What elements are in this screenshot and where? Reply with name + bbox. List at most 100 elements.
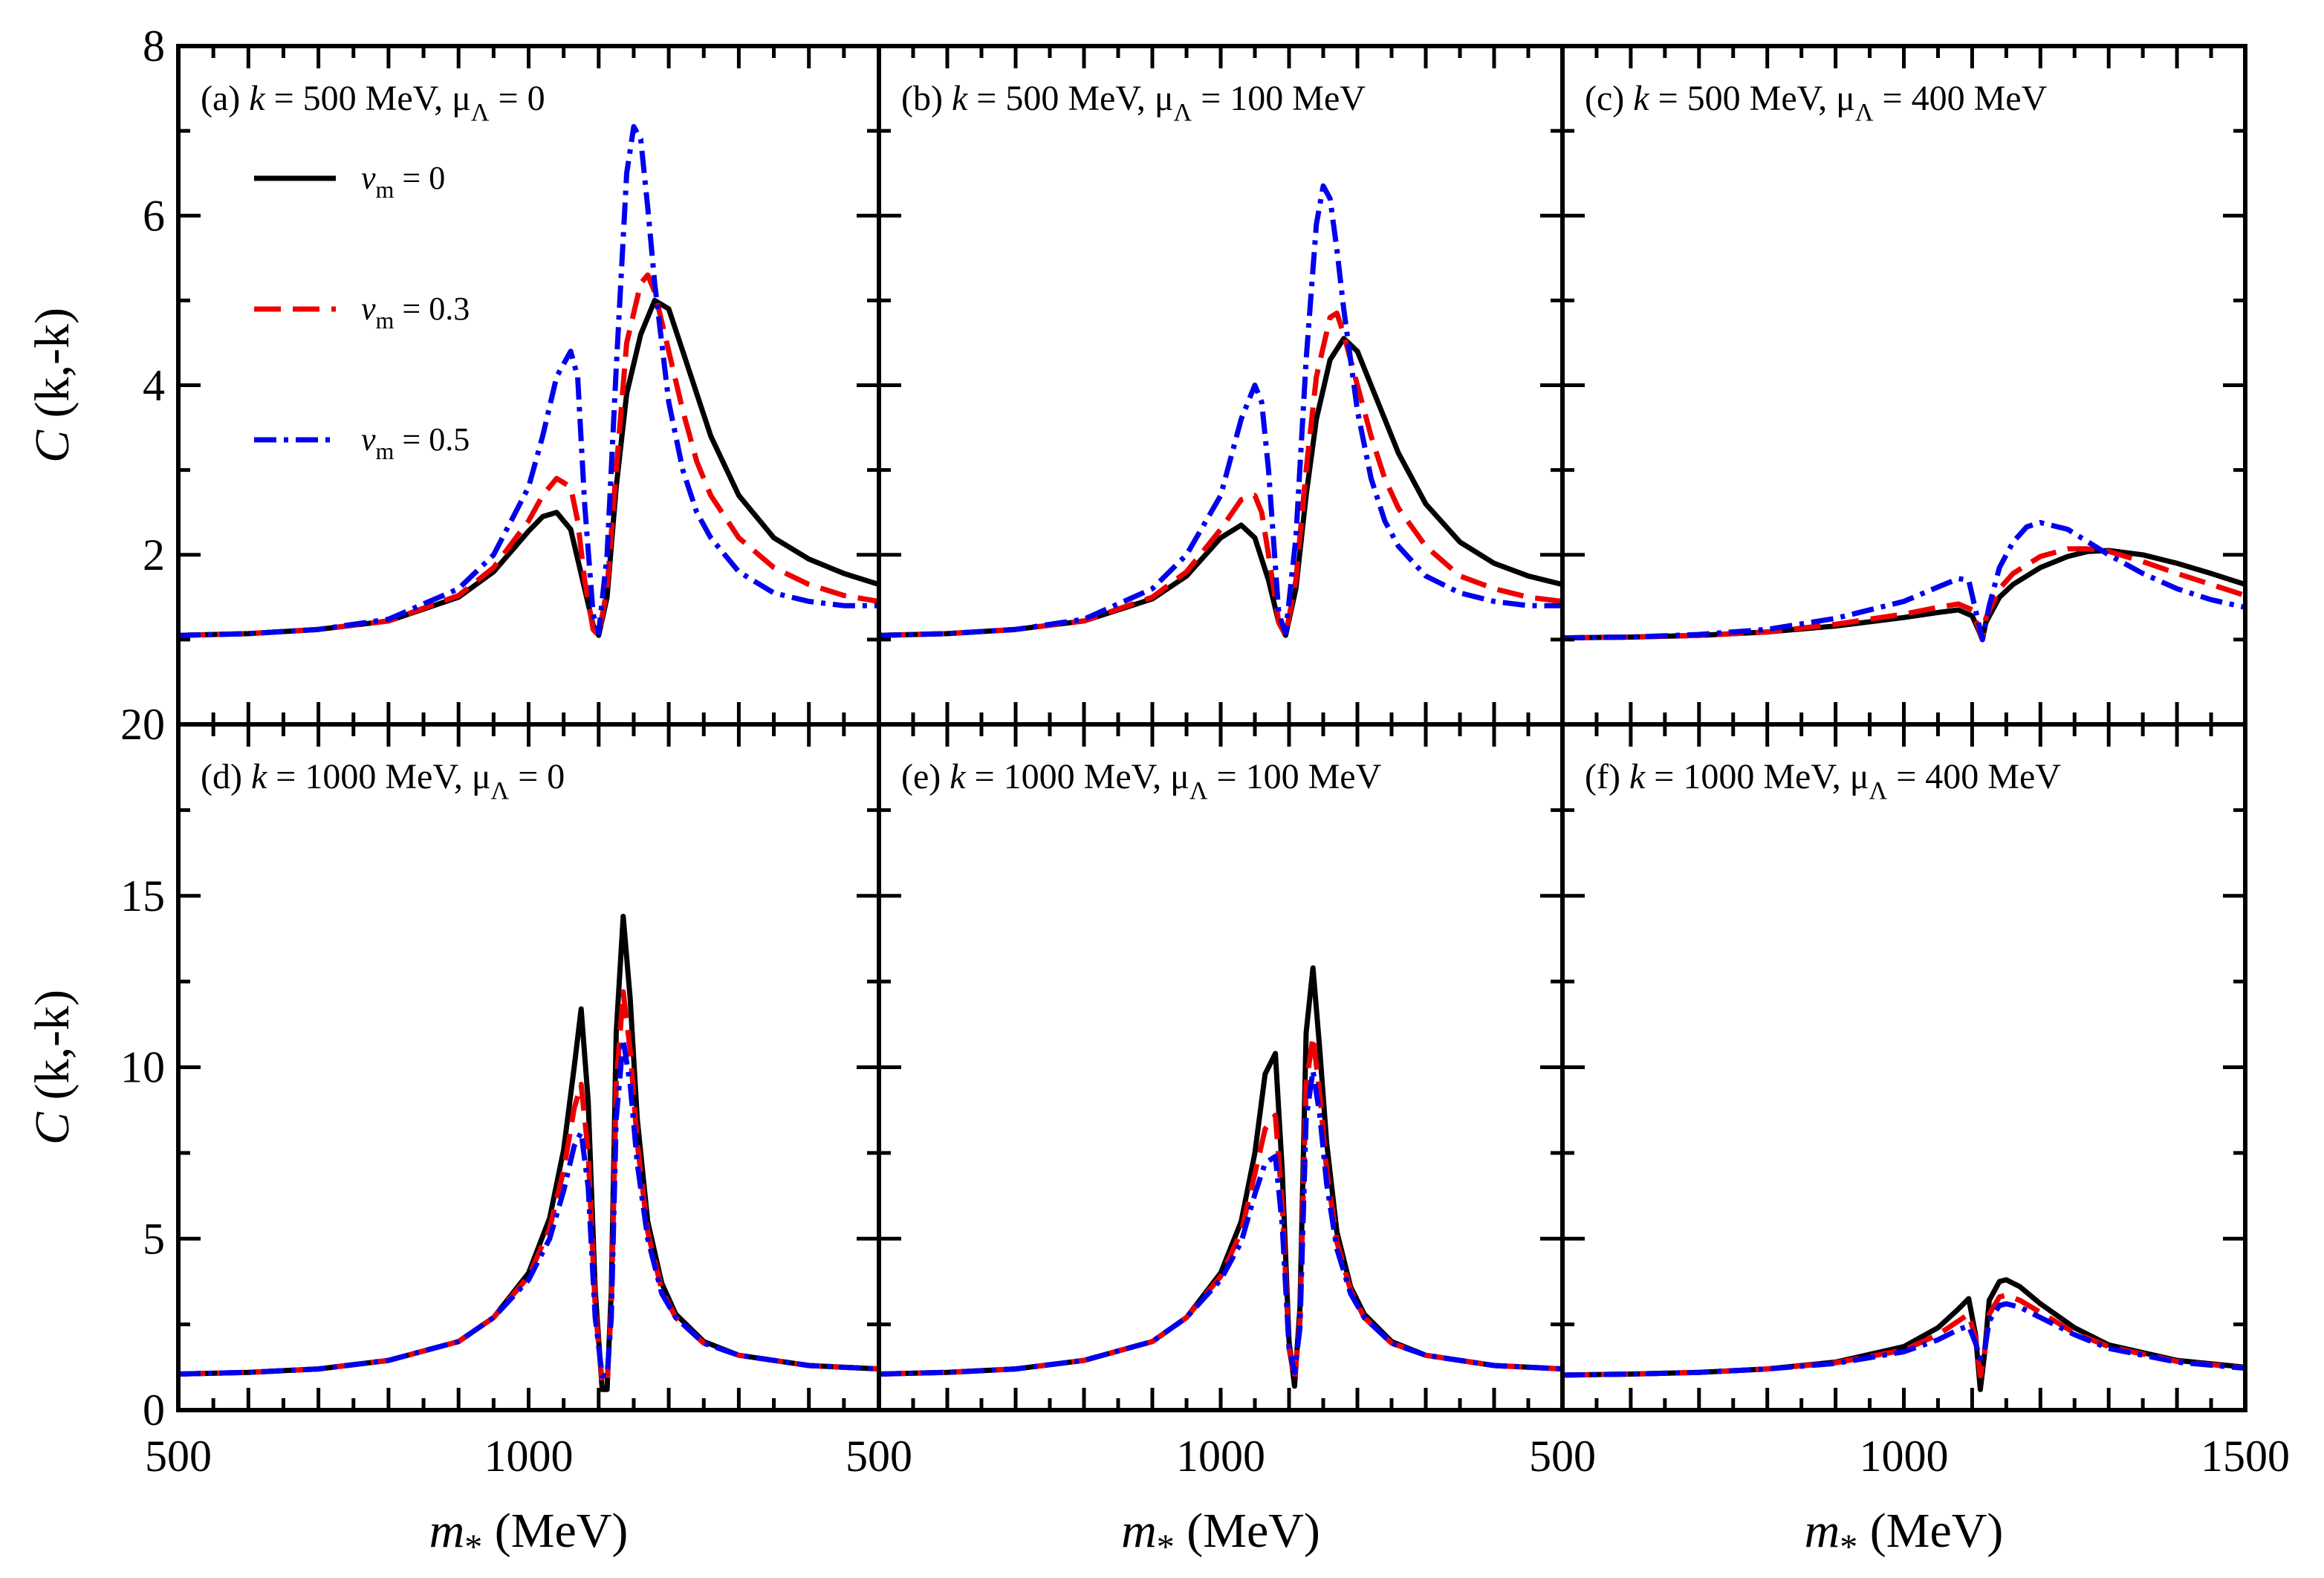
x-axis-sub: * <box>1840 1527 1857 1567</box>
x-axis-sub: * <box>1157 1527 1175 1567</box>
legend-label-1: vm = 0 <box>361 160 445 203</box>
x-axis-sub: * <box>464 1527 482 1567</box>
panel-d: (d) k = 1000 MeV, μΛ = 0 <box>176 722 881 1412</box>
panel-title-k-value: = 1000 MeV, <box>1645 757 1850 796</box>
panel-title-b: (b) k = 500 MeV, μΛ = 100 MeV <box>901 79 1366 126</box>
legend-var: v <box>361 160 376 196</box>
series-line-b-3 <box>879 183 1562 638</box>
panel-f: (f) k = 1000 MeV, μΛ = 400 MeV <box>1560 722 2247 1412</box>
panel-title-mu-value: = 0 <box>509 757 565 796</box>
panel-title-mu-value: = 100 MeV <box>1208 757 1382 796</box>
x-tick-label: 500 <box>145 1432 212 1481</box>
x-tick-label: 500 <box>1529 1432 1596 1481</box>
panel-title-d: (d) k = 1000 MeV, μΛ = 0 <box>201 757 565 805</box>
panel-title-k: k <box>1629 757 1646 796</box>
y-tick-label: 5 <box>143 1214 165 1263</box>
series-line-d-3 <box>178 1037 879 1379</box>
x-tick-labels: 500 1000 500 1000 500 1000 1500 <box>145 1432 2290 1481</box>
y-tick-label: 10 <box>120 1043 165 1092</box>
panel-title-prefix: (e) <box>901 757 950 796</box>
series-line-a-3 <box>178 123 879 638</box>
panel-title-prefix: (d) <box>201 757 251 796</box>
panel-a: (a) k = 500 MeV, μΛ = 0 <box>176 44 881 727</box>
y-axis-main: C <box>25 429 79 463</box>
y-tick-label: 6 <box>143 191 165 240</box>
panel-title-prefix: (c) <box>1585 79 1633 118</box>
panel-title-mu-value: = 100 MeV <box>1192 79 1366 118</box>
y-tick-label: 15 <box>120 871 165 920</box>
x-tick-label: 1000 <box>1860 1432 1949 1481</box>
x-tick-label: 1000 <box>1176 1432 1265 1481</box>
plot-layer: (a) k = 500 MeV, μΛ = 0 (b) k = 500 MeV, … <box>25 22 2290 1567</box>
series-line-b-2 <box>879 311 1562 638</box>
panel-title-mu: μ <box>1155 79 1174 118</box>
panel-title-mu-sub: Λ <box>491 777 510 805</box>
x-axis-title: m* (MeV) <box>1121 1504 1320 1567</box>
y-tick-labels: 2 4 6 8 0 5 10 15 20 <box>120 22 165 1435</box>
panel-title-e: (e) k = 1000 MeV, μΛ = 100 MeV <box>901 757 1382 805</box>
legend-var: v <box>361 290 376 327</box>
y-tick-label: 0 <box>143 1386 165 1435</box>
panel-title-k-value: = 1000 MeV, <box>966 757 1171 796</box>
series-line-e-3 <box>879 1068 1562 1377</box>
panel-title-mu-value: = 400 MeV <box>1887 757 2061 796</box>
y-axis-arg: (k,-k) <box>25 308 79 430</box>
panel-title-mu-sub: Λ <box>471 99 490 126</box>
panel-title-prefix: (a) <box>201 79 249 118</box>
x-axis-unit: (MeV) <box>1857 1504 2003 1558</box>
y-axis-arg: (k,-k) <box>25 990 79 1112</box>
panel-title-mu-value: = 0 <box>490 79 545 118</box>
y-tick-label: 20 <box>120 700 165 749</box>
y-axis-title: C (k,-k) <box>25 308 79 463</box>
panel-title-k: k <box>952 79 969 118</box>
panel-title-mu: μ <box>1170 757 1189 796</box>
series-line-c-2 <box>1562 546 2245 643</box>
y-tick-label: 8 <box>143 22 165 71</box>
series-line-f-3 <box>1562 1301 2245 1378</box>
panel-title-mu: μ <box>1850 757 1869 796</box>
legend-value: = 0 <box>394 160 445 196</box>
panel-title-k-value: = 500 MeV, <box>265 79 452 118</box>
x-tick-label: 500 <box>845 1432 912 1481</box>
panel-title-c: (c) k = 500 MeV, μΛ = 400 MeV <box>1585 79 2048 126</box>
panel-title-k: k <box>249 79 266 118</box>
x-axis-title: m* (MeV) <box>429 1504 629 1567</box>
panel-title-mu-sub: Λ <box>1189 777 1208 805</box>
x-axis-unit: (MeV) <box>1175 1504 1320 1558</box>
legend-sub: m <box>376 438 395 464</box>
legend: vm = 0vm = 0.3vm = 0.5 <box>254 160 470 464</box>
legend-label-2: vm = 0.3 <box>361 290 470 334</box>
x-axis-title: m* (MeV) <box>1805 1504 2004 1567</box>
y-tick-label: 4 <box>143 361 165 410</box>
series-line-c-3 <box>1562 519 2245 643</box>
panel-title-k-value: = 500 MeV, <box>1649 79 1837 118</box>
panel-title-mu-sub: Λ <box>1869 777 1888 805</box>
y-tick-label: 2 <box>143 530 165 579</box>
panel-title-prefix: (b) <box>901 79 952 118</box>
legend-sub: m <box>376 176 395 203</box>
panel-title-mu: μ <box>1836 79 1855 118</box>
y-axis-title: C (k,-k) <box>25 990 79 1145</box>
panel-title-f: (f) k = 1000 MeV, μΛ = 400 MeV <box>1585 757 2061 805</box>
legend-value: = 0.5 <box>394 421 470 458</box>
legend-value: = 0.3 <box>394 290 470 327</box>
x-tick-label: 1500 <box>2201 1432 2290 1481</box>
panel-title-k: k <box>251 757 268 796</box>
panel-title-k-value: = 1000 MeV, <box>267 757 472 796</box>
panel-title-mu-value: = 400 MeV <box>1874 79 2048 118</box>
x-tick-label: 1000 <box>484 1432 574 1481</box>
panel-c: (c) k = 500 MeV, μΛ = 400 MeV <box>1560 44 2247 727</box>
panel-title-prefix: (f) <box>1585 757 1629 796</box>
panel-title-k: k <box>1633 79 1650 118</box>
series-line-a-1 <box>178 297 879 638</box>
panel-title-k-value: = 500 MeV, <box>967 79 1155 118</box>
panel-title-a: (a) k = 500 MeV, μΛ = 0 <box>201 79 545 126</box>
x-axis-var: m <box>429 1504 465 1558</box>
panel-title-mu-sub: Λ <box>1855 99 1874 126</box>
y-axis-main: C <box>25 1111 79 1145</box>
panel-title-mu: μ <box>452 79 471 118</box>
panel-frame-f <box>1560 722 2247 1412</box>
panel-title-mu-sub: Λ <box>1174 99 1192 126</box>
x-axis-var: m <box>1121 1504 1157 1558</box>
